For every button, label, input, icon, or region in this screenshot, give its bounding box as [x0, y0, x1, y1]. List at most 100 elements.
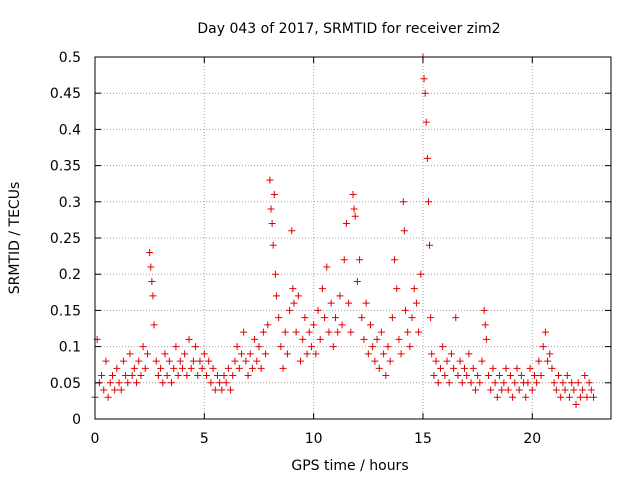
x-tick-label: 0: [91, 431, 100, 447]
data-point: [251, 335, 259, 343]
data-point: [269, 241, 277, 249]
data-point: [420, 75, 428, 83]
data-point: [137, 372, 145, 380]
data-point: [283, 350, 291, 358]
data-point: [122, 372, 130, 380]
data-point: [450, 364, 458, 372]
data-point: [266, 176, 274, 184]
data-point: [485, 372, 493, 380]
data-point: [373, 335, 381, 343]
data-point: [332, 314, 340, 322]
data-point: [445, 379, 453, 387]
data-point: [585, 379, 593, 387]
x-tick-label: 5: [200, 431, 209, 447]
data-point: [423, 154, 431, 162]
y-tick-label: 0.1: [59, 340, 81, 356]
data-point: [289, 285, 297, 293]
data-point: [533, 379, 541, 387]
data-point: [316, 335, 324, 343]
y-tick-label: 0.4: [59, 122, 81, 138]
data-point: [504, 386, 512, 394]
data-point: [563, 372, 571, 380]
y-tick-label: 0.45: [50, 86, 81, 102]
y-tick-label: 0.5: [59, 50, 81, 66]
data-point: [495, 372, 503, 380]
data-point: [465, 350, 473, 358]
grid-lines: [95, 57, 611, 419]
data-point: [579, 386, 587, 394]
data-point: [294, 292, 302, 300]
data-point: [148, 277, 156, 285]
data-point: [360, 335, 368, 343]
data-point: [253, 357, 261, 365]
data-point: [476, 379, 484, 387]
data-point: [325, 328, 333, 336]
data-point: [362, 299, 370, 307]
data-point: [277, 343, 285, 351]
y-tick-label: 0.25: [50, 231, 81, 247]
data-point: [327, 299, 335, 307]
data-point: [314, 306, 322, 314]
data-point: [244, 372, 252, 380]
data-point: [240, 328, 248, 336]
data-point: [141, 364, 149, 372]
data-point: [340, 256, 348, 264]
data-point: [561, 386, 569, 394]
data-point: [371, 357, 379, 365]
data-point: [436, 364, 444, 372]
data-point: [439, 343, 447, 351]
data-point: [307, 343, 315, 351]
data-point: [489, 364, 497, 372]
data-point: [557, 393, 565, 401]
data-point: [478, 357, 486, 365]
data-point: [395, 335, 403, 343]
data-point: [539, 343, 547, 351]
data-point: [233, 343, 241, 351]
data-point: [183, 372, 191, 380]
data-point: [272, 292, 280, 300]
data-point: [242, 357, 250, 365]
y-tick-label: 0.05: [50, 376, 81, 392]
data-point: [297, 357, 305, 365]
data-point: [270, 191, 278, 199]
data-point: [386, 357, 394, 365]
data-point: [259, 328, 267, 336]
data-point: [482, 335, 490, 343]
data-point: [275, 314, 283, 322]
data-point: [192, 343, 200, 351]
data-point: [487, 386, 495, 394]
data-point: [119, 357, 127, 365]
data-point: [200, 350, 208, 358]
data-point: [321, 314, 329, 322]
data-point: [406, 343, 414, 351]
data-point: [559, 379, 567, 387]
data-point: [345, 299, 353, 307]
data-point: [356, 256, 364, 264]
data-point: [111, 386, 119, 394]
data-point: [555, 372, 563, 380]
data-point: [98, 372, 106, 380]
data-point: [161, 350, 169, 358]
data-point: [393, 285, 401, 293]
data-point: [511, 379, 519, 387]
data-point: [541, 328, 549, 336]
data-point: [205, 357, 213, 365]
data-point: [565, 393, 573, 401]
data-point: [196, 357, 204, 365]
data-point: [342, 220, 350, 228]
data-point: [185, 335, 193, 343]
data-point: [432, 357, 440, 365]
data-point: [267, 205, 275, 213]
data-point: [454, 372, 462, 380]
data-point: [452, 314, 460, 322]
data-point: [292, 328, 300, 336]
data-point: [264, 321, 272, 329]
data-point: [517, 372, 525, 380]
data-point: [211, 386, 219, 394]
data-point: [417, 270, 425, 278]
data-point: [268, 220, 276, 228]
data-point: [181, 350, 189, 358]
data-point: [590, 393, 598, 401]
data-point: [135, 357, 143, 365]
